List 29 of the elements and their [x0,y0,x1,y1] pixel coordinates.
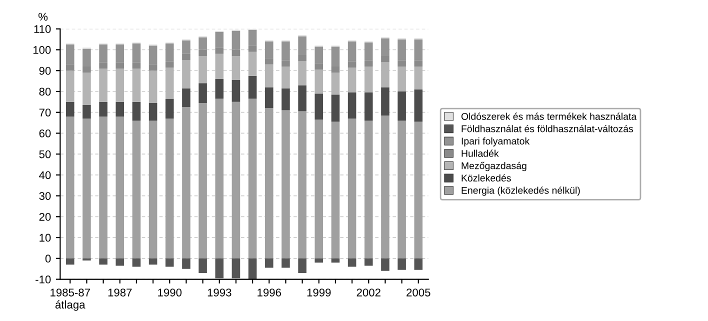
y-tick-label: 10 [40,234,51,242]
x-tick-label: 1990 [158,288,182,296]
x-tick-label: 1987 [108,288,132,296]
legend-label: Mezőgazdaság [462,162,526,172]
x-tick-label: 2005 [406,288,430,296]
y-tick-label: 110 [34,25,51,34]
legend-label: Oldószerek és más termékek használata [461,112,637,120]
x-tick-label: 1993 [208,288,232,296]
legend-label: Energia (közlekedés nélkül) [462,186,580,196]
y-tick-label: 90 [39,66,51,75]
y-tick-label: -10 [36,276,51,284]
y-tick-label: 100 [33,46,51,54]
y-tick-label: 40 [39,171,51,180]
x-tick-label: 1996 [258,288,282,296]
y-tick-label: 50 [39,150,51,158]
x-tick-label: 2002 [356,288,380,296]
y-tick-label: 80 [39,88,51,96]
y-tick-label: 30 [39,192,51,200]
y-tick-label: 20 [39,212,51,221]
x-tick-label: 1999 [307,288,331,296]
y-tick-label: 0 [45,254,51,263]
legend-label: Földhasználat és földhasználat-változás [462,124,634,132]
legend-label: Közlekedés [462,174,511,182]
y-tick-label: 70 [39,108,51,116]
y-axis-title: % [38,12,48,21]
y-tick-label: 60 [39,129,51,138]
x-tick-label: 1985-87 átlaga [50,288,90,311]
legend-label: Hulladék [462,150,499,157]
legend-label: Ipari folyamatok [462,137,530,146]
